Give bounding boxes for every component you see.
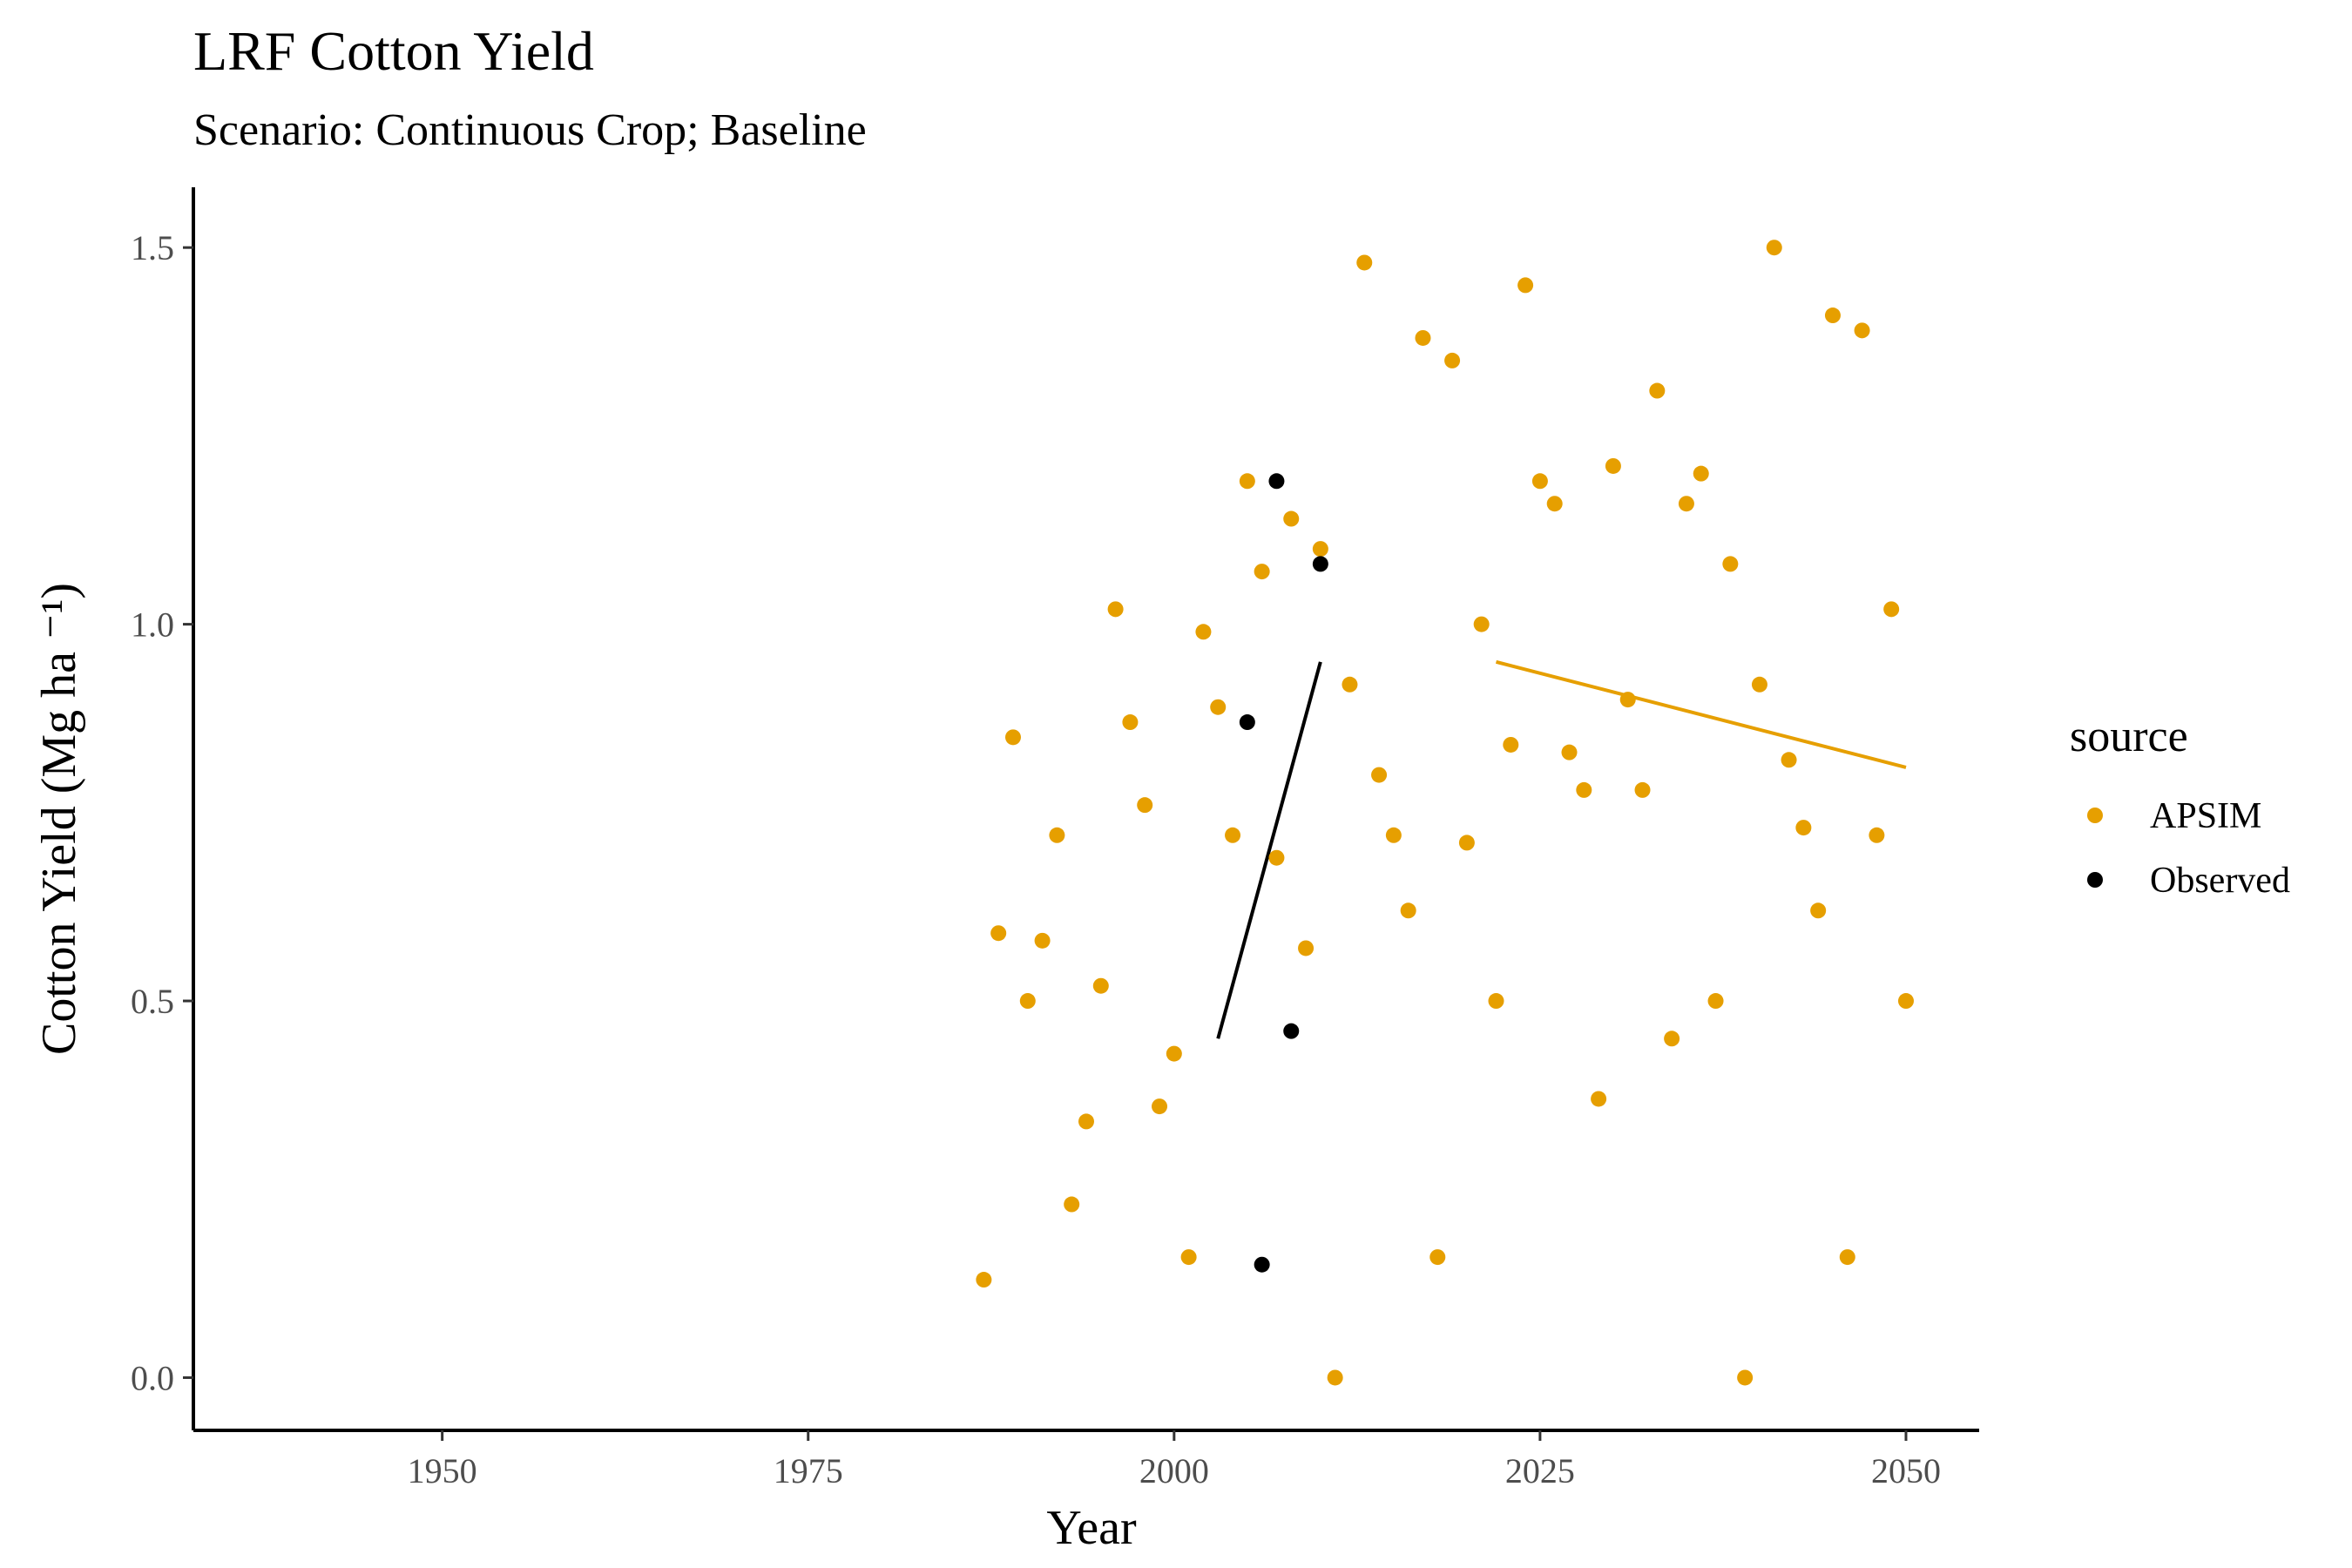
apsim-point [1312,541,1328,558]
apsim-point [1503,736,1519,753]
y-tick-label: 0.0 [131,1358,174,1397]
apsim-point [1239,473,1255,490]
trend-lines [1216,659,1907,1039]
apsim-point [1254,564,1270,580]
apsim-point [1766,240,1782,256]
chart-subtitle: Scenario: Continuous Crop; Baseline [193,105,867,155]
apsim-point [990,925,1007,942]
apsim-point [1605,457,1621,474]
apsim-point [1839,1249,1855,1266]
apsim-point [1019,993,1036,1010]
apsim-point [1546,496,1563,512]
apsim-point [1210,699,1227,715]
apsim-point [1869,827,1885,843]
observed-point [1239,714,1255,731]
observed-point [1254,1256,1270,1273]
apsim-point [1561,744,1578,760]
apsim-point [1078,1113,1094,1130]
legend-label-apsim: APSIM [2150,796,2261,836]
apsim-point [1064,1196,1080,1213]
apsim-point [1473,616,1490,632]
y-axis-title: Cotton Yield (Mg ha ⁻¹) [32,583,86,1055]
apsim-point [1180,1249,1197,1266]
apsim-point [1634,781,1651,798]
apsim-point [1122,714,1139,731]
apsim-point [1591,1091,1607,1107]
legend-label-observed: Observed [2150,861,2290,901]
apsim-point [1298,940,1315,956]
x-tick-label: 1950 [408,1451,477,1490]
apsim-point [1488,993,1504,1010]
apsim-point [1415,329,1431,346]
apsim-point [1107,601,1124,618]
x-tick-label: 2000 [1139,1451,1209,1490]
apsim-point [1034,932,1051,949]
apsim-point [1166,1045,1182,1062]
x-tick-label: 2025 [1505,1451,1575,1490]
y-tick-label: 1.0 [131,605,174,645]
apsim-point [1444,352,1461,368]
y-axis-ticks: 0.0 0.5 1.0 1.5 [131,228,193,1397]
apsim-point [1092,977,1109,994]
apsim-point [1897,993,1914,1010]
chart-title: LRF Cotton Yield [193,20,594,82]
apsim-point [1385,827,1402,843]
legend-key-observed [2087,872,2103,888]
apsim-point [1810,902,1827,919]
apsim-point [1531,473,1548,490]
apsim-point [1371,767,1388,783]
apsim-point [1664,1031,1680,1047]
apsim-point [1327,1369,1343,1386]
apsim-point [1795,820,1812,836]
apsim-point [1429,1249,1446,1266]
apsim-point [1649,382,1666,399]
apsim-point [1517,277,1534,294]
y-tick-label: 0.5 [131,982,174,1021]
apsim-point [1400,902,1416,919]
legend-key-apsim [2087,808,2103,823]
x-axis-title: Year [1046,1501,1137,1555]
apsim-point [1049,827,1065,843]
apsim-point [1678,496,1694,512]
apsim-point [1824,308,1841,324]
legend-entries: APSIM Observed [2087,796,2290,901]
legend-title: source [2070,712,2188,761]
apsim-point [1576,781,1592,798]
apsim-point [1137,797,1153,814]
apsim-point [1356,254,1373,271]
apsim-trend-line [1495,659,1907,769]
apsim-point [1283,510,1300,527]
apsim-point [976,1272,992,1288]
x-tick-label: 2050 [1871,1451,1941,1490]
x-tick-label: 1975 [774,1451,843,1490]
apsim-point [1722,556,1739,572]
apsim-point [1707,993,1724,1010]
y-tick-label: 1.5 [131,228,174,267]
observed-point [1268,473,1285,490]
observed-point [1312,556,1328,572]
apsim-point [1883,601,1900,618]
legend: source APSIM Observed [2070,712,2290,901]
apsim-point [1693,465,1709,482]
apsim-point [1737,1369,1754,1386]
apsim-point [1152,1098,1168,1115]
plot-panel [976,240,1914,1386]
observed-point [1283,1023,1300,1039]
apsim-point [1751,676,1767,693]
x-axis-ticks: 1950 1975 2000 2025 2050 [408,1430,1941,1490]
apsim-point [1268,849,1285,866]
apsim-point [1195,624,1212,640]
apsim-point [1004,729,1021,746]
apsim-point [1854,322,1870,339]
apsim-point [1781,752,1797,768]
apsim-point [1619,692,1636,708]
apsim-point [1458,835,1475,851]
apsim-point [1342,676,1358,693]
observed-trend-line [1216,661,1322,1039]
data-points [976,240,1914,1386]
apsim-point [1225,827,1241,843]
